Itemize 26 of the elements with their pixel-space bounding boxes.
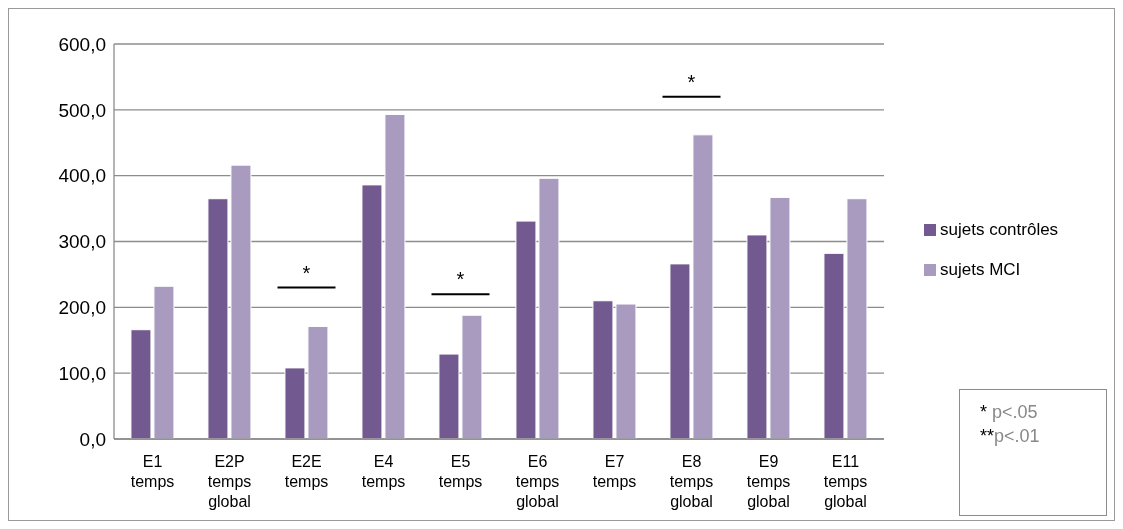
significance-bracket: *	[276, 261, 337, 289]
y-tick-label: 400,0	[58, 165, 106, 187]
y-tick-label: 200,0	[58, 297, 106, 319]
y-tick-label: 0,0	[79, 428, 106, 450]
significance-key-box: * p<.05 **p<.01	[959, 389, 1107, 516]
y-tick-label: 600,0	[58, 33, 106, 55]
y-tick-label: 500,0	[58, 99, 106, 121]
x-tick-label: E6 temps global	[515, 453, 560, 510]
x-tick-label: E11 temps global	[823, 453, 868, 510]
legend-label: sujets MCI	[940, 259, 1021, 279]
annotation: *	[687, 70, 696, 93]
annotation: *	[456, 268, 465, 291]
y-tick-label: 300,0	[58, 231, 106, 253]
annotation: *	[302, 261, 311, 284]
legend-label: sujets contrôles	[940, 219, 1059, 239]
significance-bracket: *	[661, 70, 722, 98]
x-tick-label: E4 temps	[361, 453, 406, 490]
x-tick-label: E5 temps	[438, 453, 483, 490]
x-tick-label: E7 temps	[592, 453, 637, 490]
significance-bracket: *	[430, 268, 491, 296]
x-tick-label: E9 temps global	[746, 453, 791, 510]
y-tick-label: 100,0	[58, 362, 106, 384]
x-tick-label: E1 temps	[130, 453, 175, 490]
x-tick-label: E2E temps	[284, 453, 329, 490]
x-tick-label: E2P temps global	[207, 453, 252, 510]
x-tick-label: E8 temps global	[669, 453, 714, 510]
